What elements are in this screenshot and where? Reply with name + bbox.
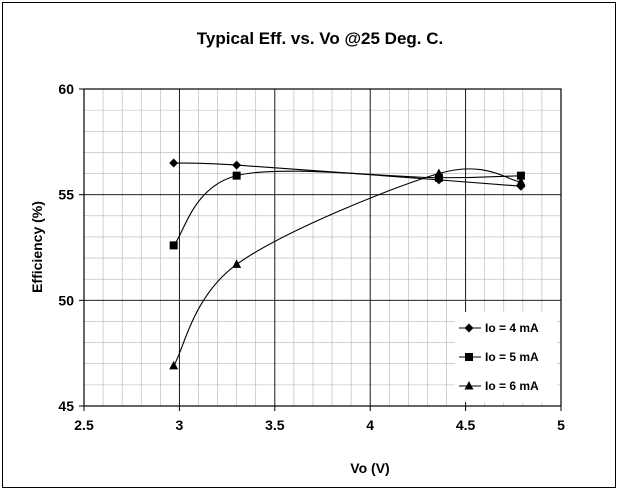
legend: Io = 4 mA Io = 5 mA Io = 6 mA [455,312,557,402]
triangle-marker [516,176,526,186]
triangle-marker [169,360,179,370]
x-tick-label: 3.5 [265,417,285,433]
diamond-marker [169,158,179,168]
chart-title: Typical Eff. vs. Vo @25 Deg. C. [197,29,443,48]
series-line [173,170,521,246]
legend-triangle-marker [464,381,474,390]
series-2 [169,170,525,250]
legend-diamond-marker [464,323,474,333]
square-marker [169,241,178,250]
legend-label: Io = 6 mA [485,379,539,393]
tick-labels: 2.5 3 3.5 4 4.5 5 45 50 55 60 [58,81,565,433]
legend-entry: Io = 4 mA [459,321,539,335]
legend-square-marker [465,353,473,361]
square-marker [516,171,525,180]
x-tick-label: 4 [366,417,374,433]
series-3 [169,168,526,370]
series-line [173,162,521,187]
y-tick-label: 50 [58,292,74,308]
y-tick-label: 60 [58,81,74,97]
series-1 [169,158,526,191]
y-axis-label: Efficiency (%) [29,201,45,293]
x-axis-label: Vo (V) [350,460,389,476]
x-tick-label: 5 [557,417,565,433]
chart-frame [2,2,616,488]
square-marker [434,173,443,182]
series-line [173,168,522,367]
triangle-marker [232,259,242,268]
triangle-marker [434,168,444,178]
square-marker [232,171,241,180]
legend-entry: Io = 5 mA [459,350,539,364]
x-tick-label: 3 [176,417,184,433]
x-tick-label: 4.5 [456,417,476,433]
legend-entry: Io = 6 mA [459,379,539,393]
x-tick-label: 2.5 [74,417,94,433]
legend-label: Io = 4 mA [485,321,539,335]
plot-area-border [83,88,562,407]
y-tick-label: 55 [58,187,74,203]
legend-label: Io = 5 mA [485,350,539,364]
axes [79,88,562,411]
diamond-marker [232,160,242,170]
series-lines [169,158,526,370]
y-tick-label: 45 [58,398,74,414]
